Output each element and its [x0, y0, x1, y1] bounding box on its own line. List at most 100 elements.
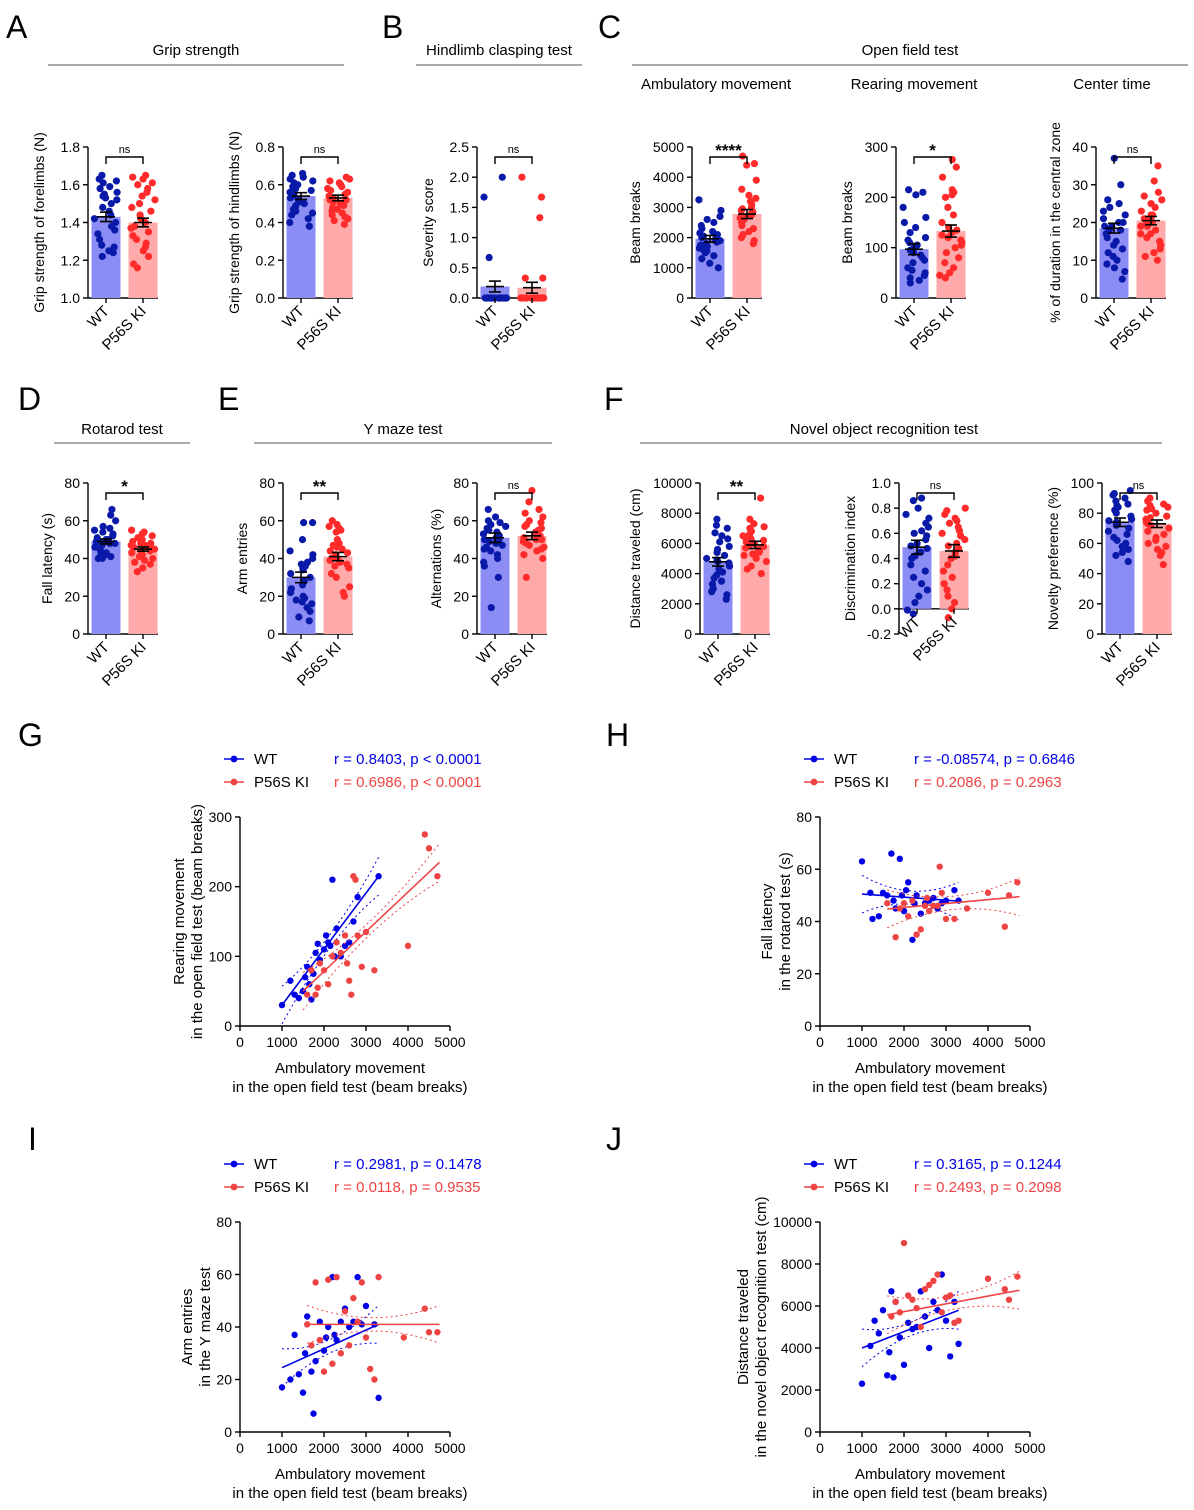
ki-scatter-point [316, 960, 323, 967]
ki-data-point [745, 191, 753, 199]
ki-data-point [739, 152, 747, 160]
ki-correlation-stat: r = 0.2086, p = 0.2963 [914, 774, 1062, 791]
ki-data-point [944, 561, 952, 569]
y-tick-label: 0.8 [256, 139, 276, 155]
wt-data-point [295, 613, 303, 621]
wt-scatter-point [951, 886, 958, 894]
ki-data-point [939, 567, 948, 575]
panel-letter-d: D [18, 381, 41, 417]
wt-data-point [725, 542, 733, 551]
wt-scatter-point [310, 1410, 317, 1417]
wt-data-point [923, 586, 931, 594]
y-tick-label: 0 [224, 1424, 232, 1440]
y-tick-label: 1.4 [61, 215, 81, 231]
y-tick-label: -0.2 [867, 626, 891, 642]
wt-scatter-point [930, 1298, 937, 1306]
wt-data-point [717, 577, 726, 585]
bar-chart-a1: 1.0 1.2 1.4 1.6 1.8 Grip strength of forelimb… [31, 132, 159, 354]
ki-data-point [149, 554, 157, 563]
ki-data-point [742, 544, 750, 552]
wt-data-point [305, 222, 313, 230]
ki-scatter-point [329, 953, 336, 960]
ki-scatter-point [346, 977, 353, 984]
x-axis-label: in the open field test (beam breaks) [812, 1485, 1047, 1502]
x-tick-label: WT [1092, 303, 1121, 332]
wt-data-point [107, 200, 115, 208]
significance-label: ns [1133, 480, 1145, 492]
significance-bracket [916, 492, 955, 500]
significance-bracket [105, 156, 144, 164]
ki-data-point [344, 215, 352, 223]
y-tick-label: 1.6 [61, 177, 81, 193]
wt-scatter-point [886, 1349, 893, 1356]
ki-legend-label: P56S KI [254, 774, 309, 791]
wt-data-point [306, 573, 314, 581]
wt-data-point [900, 218, 908, 227]
section-title-grip: Grip strength [153, 42, 240, 59]
wt-legend-label: WT [834, 751, 857, 768]
wt-data-point [106, 183, 114, 191]
wt-scatter-point [375, 1394, 382, 1402]
wt-scatter-point [909, 936, 916, 943]
ki-data-point [951, 244, 959, 252]
x-tick-label: 2000 [308, 1034, 339, 1050]
y-tick-label: 2000 [653, 230, 684, 246]
wt-data-point [713, 515, 721, 523]
ki-scatter-point [936, 863, 943, 870]
wt-data-point [921, 234, 930, 242]
ki-data-point [148, 532, 156, 540]
wt-data-point [1124, 545, 1132, 554]
significance-bracket [1119, 492, 1158, 500]
ki-scatter-point [341, 1308, 349, 1315]
ki-scatter-point [329, 1360, 336, 1367]
wt-scatter-point [295, 1371, 302, 1378]
wt-scatter-point [329, 876, 336, 883]
y-tick-label: 80 [1078, 505, 1094, 521]
ki-data-point [952, 163, 960, 171]
wt-data-point [1104, 249, 1112, 257]
ki-data-point [129, 173, 137, 181]
x-tick-label: WT [892, 303, 921, 332]
wt-data-point [496, 519, 504, 527]
ki-data-point [1152, 536, 1160, 544]
ki-data-point [140, 556, 149, 564]
y-tick-label: 60 [259, 513, 275, 529]
y-tick-label: 0 [684, 626, 692, 642]
ki-data-point [138, 192, 146, 200]
ki-data-point [948, 573, 956, 581]
ki-scatter-point [884, 900, 891, 907]
ki-scatter-point [350, 1294, 357, 1302]
ki-data-point [1137, 230, 1145, 238]
wt-data-point [1125, 524, 1133, 532]
wt-data-point [292, 596, 300, 604]
x-tick-label: 3000 [930, 1034, 961, 1050]
wt-data-point [498, 173, 506, 181]
ki-scatter-point [312, 1279, 319, 1286]
ki-data-point [946, 269, 954, 277]
ki-scatter-point [926, 1281, 933, 1289]
wt-data-point [106, 524, 114, 532]
y-tick-label: 0.0 [872, 601, 892, 617]
wt-scatter-point [913, 892, 920, 899]
significance-label: ns [314, 144, 326, 156]
wt-legend-label: WT [254, 1156, 277, 1173]
ki-scatter-point [963, 905, 971, 912]
ki-data-point [1144, 527, 1152, 535]
y-tick-label: 3000 [653, 199, 684, 215]
wt-ci-upper [861, 874, 959, 892]
ki-data-point [340, 220, 348, 228]
ki-scatter-point [320, 1368, 328, 1375]
wt-data-point [899, 203, 907, 211]
ki-data-point [738, 221, 746, 230]
ki-correlation-stat: r = 0.6986, p < 0.0001 [334, 774, 482, 791]
x-tick-label: 3000 [930, 1440, 961, 1456]
ki-data-point [938, 231, 946, 239]
ki-ci-upper [887, 1270, 1020, 1300]
ki-data-point [745, 227, 753, 236]
ki-data-point [331, 562, 339, 570]
ki-scatter-point [917, 1323, 924, 1331]
significance-bracket [105, 492, 144, 500]
ki-regression-line [887, 895, 1020, 910]
ki-data-point [1143, 222, 1152, 230]
